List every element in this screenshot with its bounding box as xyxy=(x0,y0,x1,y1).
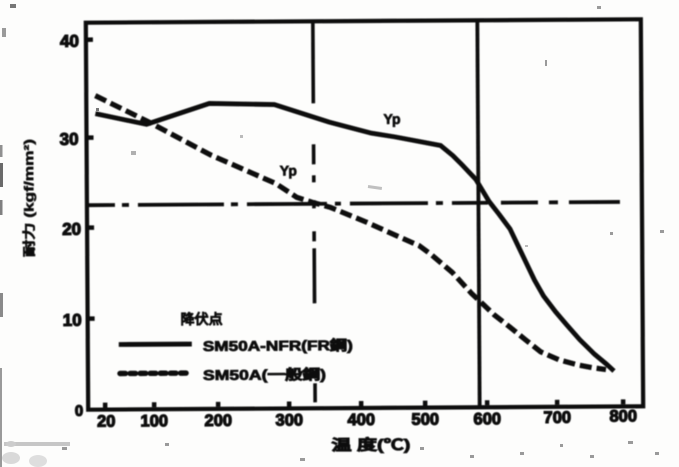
svg-text:SM50A-NFR(FR鋼): SM50A-NFR(FR鋼) xyxy=(203,337,353,354)
svg-text:600: 600 xyxy=(473,410,501,428)
svg-text:SM50A(一般鋼): SM50A(一般鋼) xyxy=(203,366,326,383)
svg-text:700: 700 xyxy=(543,409,571,427)
svg-text:0: 0 xyxy=(75,403,83,420)
svg-text:30: 30 xyxy=(60,130,79,149)
svg-text:耐力 (kgf/mm²): 耐力 (kgf/mm²) xyxy=(21,139,37,257)
svg-text:800: 800 xyxy=(609,407,637,425)
svg-text:40: 40 xyxy=(60,32,79,51)
svg-text:20: 20 xyxy=(62,220,81,239)
svg-text:降伏点: 降伏点 xyxy=(181,311,223,327)
svg-text:温 度(℃): 温 度(℃) xyxy=(331,436,410,454)
svg-text:200: 200 xyxy=(204,412,232,430)
svg-text:Yp: Yp xyxy=(280,162,297,178)
svg-text:300: 300 xyxy=(275,411,303,429)
svg-text:10: 10 xyxy=(63,311,82,330)
svg-text:Yp: Yp xyxy=(383,111,400,127)
svg-text:20: 20 xyxy=(97,413,115,431)
svg-text:100: 100 xyxy=(140,412,168,430)
svg-text:400: 400 xyxy=(347,411,375,429)
svg-text:500: 500 xyxy=(411,411,439,429)
